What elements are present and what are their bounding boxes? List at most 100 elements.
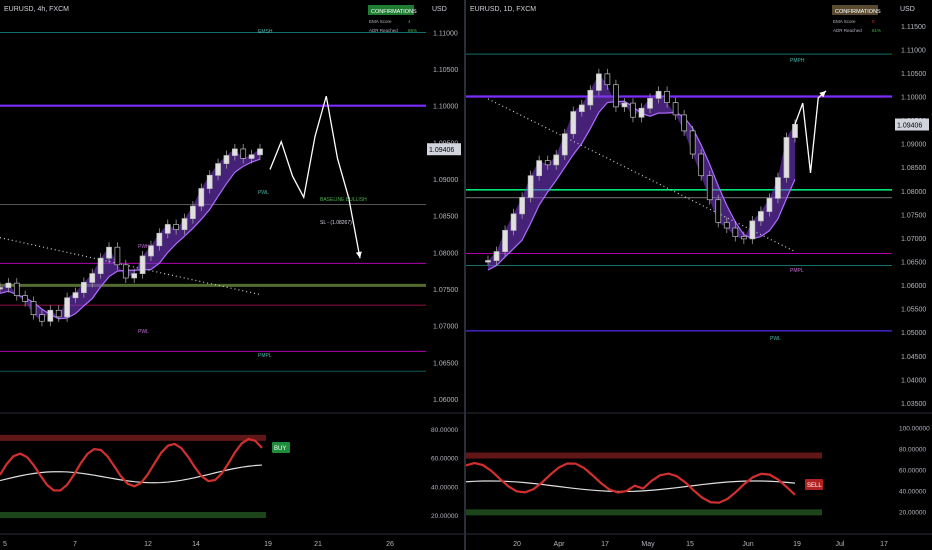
current-price-tag (895, 118, 929, 131)
confirmations-header (368, 5, 414, 15)
candle-body (749, 220, 756, 240)
price-tick-label: 1.11000 (901, 47, 926, 54)
projection-path (269, 95, 361, 259)
candle-body (655, 90, 662, 99)
annotation-label: SL - (1.08267) (320, 220, 352, 226)
confirmation-value: 4 (408, 19, 411, 24)
candle-body (740, 236, 747, 240)
ema-line (0, 158, 261, 320)
oversold-band (0, 512, 266, 518)
price-tick-label: 1.08500 (901, 165, 926, 172)
time-tick-label: 17 (880, 541, 888, 548)
time-tick-label: 14 (192, 541, 200, 548)
candle-body (536, 160, 543, 177)
candle-body (792, 123, 798, 138)
projection-path (794, 90, 827, 173)
price-tick-label: 1.06000 (901, 283, 926, 290)
osc-tick-label: 60.00000 (431, 456, 458, 463)
price-tick-label: 1.06000 (433, 397, 458, 404)
candle-body (131, 273, 138, 279)
price-tick-label: 1.10000 (901, 95, 926, 102)
current-price-label: 1.09406 (429, 147, 454, 154)
level-label: PMPL (790, 268, 804, 274)
candle-body (681, 114, 687, 132)
candle-body (5, 282, 12, 288)
candle-body (257, 148, 263, 156)
candle-body (706, 175, 713, 201)
candle-body (493, 251, 500, 261)
candle-body (596, 73, 602, 91)
candle-body (72, 292, 79, 299)
candle-body (775, 177, 781, 199)
candle-body (223, 155, 230, 164)
candle-body (81, 282, 87, 294)
price-tick-label: 1.08500 (433, 214, 458, 221)
candle-body (544, 160, 551, 166)
candle-body (122, 264, 129, 279)
candle-body (485, 260, 491, 263)
price-axis-unit: USD (900, 6, 915, 13)
osc-tick-label: 80.00000 (431, 427, 458, 434)
candle-body (97, 257, 104, 274)
current-price-label: 1.09406 (897, 123, 922, 130)
level-label: EMSH (258, 29, 273, 35)
candle-body (689, 130, 696, 155)
time-tick-label: 17 (601, 541, 609, 548)
time-tick-label: 5 (3, 541, 7, 548)
osc-tick-label: 80.00000 (899, 446, 926, 453)
osc-tick-label: 40.00000 (431, 484, 458, 491)
price-tick-label: 1.09000 (433, 177, 458, 184)
level-label: PWH (138, 244, 150, 250)
price-tick-label: 1.08000 (901, 189, 926, 196)
price-tick-label: 1.07500 (901, 212, 926, 219)
level-label: PWL (770, 336, 781, 342)
candle-body (570, 111, 577, 135)
candle-body (604, 73, 611, 86)
candle-body (64, 297, 70, 318)
confirmation-label: ADR Reached (369, 28, 398, 33)
confirmation-value: 85% (408, 28, 417, 33)
time-tick-label: 15 (686, 541, 694, 548)
candle-body (715, 199, 722, 223)
level-label: PWL (138, 329, 149, 335)
osc-tick-label: 60.00000 (899, 467, 926, 474)
oversold-band (466, 509, 822, 516)
candle-body (553, 154, 560, 166)
candle-body (106, 246, 112, 259)
price-tick-label: 1.07000 (901, 236, 926, 243)
candle-body (198, 188, 205, 207)
signal-label: SELL (807, 483, 822, 489)
confirmations-title: CONFIRMATIONS (371, 9, 417, 15)
confirmations-title: CONFIRMATIONS (835, 9, 881, 15)
time-tick-label: Jul (836, 541, 845, 548)
price-tick-label: 1.07500 (433, 287, 458, 294)
annotation-label: BASELINE BULLISH (320, 197, 367, 203)
confirmation-label: ADR Reached (833, 28, 862, 33)
candle-body (55, 309, 62, 318)
candle-body (181, 218, 188, 230)
price-tick-label: 1.10500 (433, 67, 458, 74)
candle-body (22, 295, 29, 302)
signal-label: BUY (274, 446, 286, 452)
price-tick-label: 1.04500 (901, 354, 926, 361)
candle-body (502, 230, 508, 252)
candle-body (783, 137, 790, 178)
price-tick-label: 1.08000 (433, 250, 458, 257)
candle-body (638, 107, 645, 118)
candle-body (613, 84, 619, 108)
candle-body (156, 232, 163, 247)
level-label: PMPH (790, 58, 805, 64)
candle-body (164, 224, 171, 234)
candle-body (206, 174, 213, 189)
osc-tick-label: 20.00000 (431, 513, 458, 520)
confirmation-value: 0 (872, 19, 875, 24)
current-price-tag (427, 143, 461, 156)
projection-arrowhead (355, 251, 362, 259)
candle-body (664, 90, 670, 103)
osc-tick-label: 20.00000 (899, 509, 926, 516)
time-tick-label: 20 (513, 541, 521, 548)
time-tick-label: 19 (264, 541, 272, 548)
price-tick-label: 1.03500 (901, 401, 926, 408)
time-tick-label: 21 (314, 541, 322, 548)
